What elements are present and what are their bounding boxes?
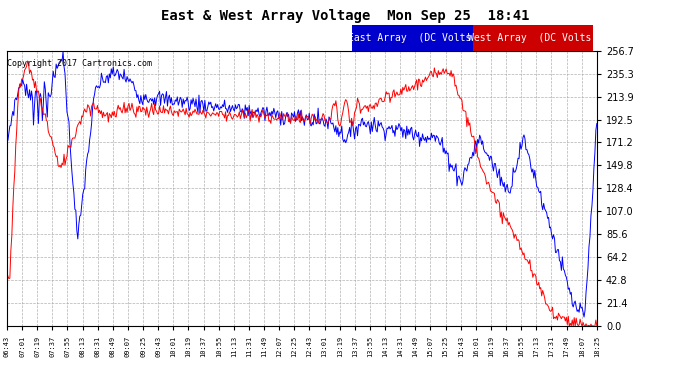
Text: Copyright 2017 Cartronics.com: Copyright 2017 Cartronics.com [8,59,152,68]
Text: East & West Array Voltage  Mon Sep 25  18:41: East & West Array Voltage Mon Sep 25 18:… [161,9,529,23]
Text: East Array  (DC Volts): East Array (DC Volts) [348,33,477,43]
Text: West Array  (DC Volts): West Array (DC Volts) [469,33,598,43]
